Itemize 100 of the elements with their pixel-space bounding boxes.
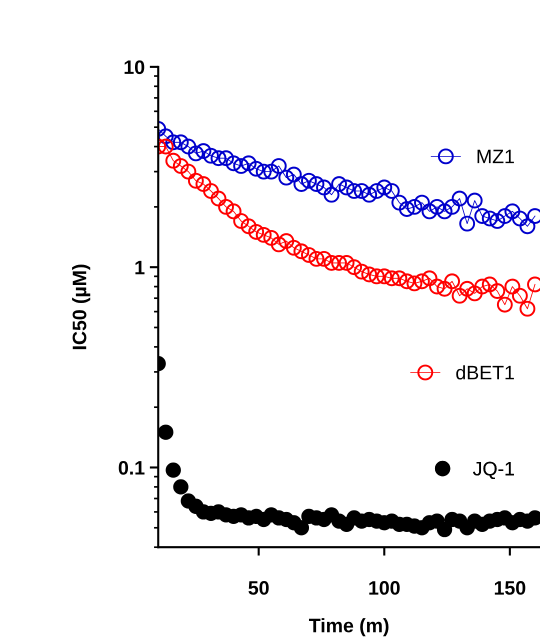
point: [338, 255, 355, 271]
point: [459, 216, 476, 232]
point: [324, 255, 340, 271]
point: [248, 160, 264, 177]
point: [331, 255, 347, 271]
point: [496, 296, 513, 313]
point: [286, 166, 302, 182]
y-tick-label: 1: [135, 260, 144, 274]
point: [512, 210, 528, 226]
point: [180, 138, 196, 154]
point: [406, 198, 422, 215]
point: [324, 186, 340, 203]
point: [384, 183, 400, 199]
point: [308, 176, 324, 192]
point: [354, 264, 370, 280]
point: [504, 278, 520, 295]
point: [398, 201, 415, 217]
point: [294, 520, 310, 536]
y-tick-label: 0.1: [118, 460, 144, 475]
point: [422, 270, 438, 286]
point: [520, 300, 536, 317]
point: [166, 462, 181, 478]
point: [240, 218, 257, 234]
point: [218, 198, 234, 215]
legend-label: MZ1: [478, 150, 514, 164]
point: [278, 170, 294, 186]
point: [406, 275, 422, 292]
legend-label: JQ-1: [473, 462, 514, 480]
point: [384, 270, 400, 286]
point: [489, 283, 506, 299]
point: [226, 203, 242, 220]
point: [414, 273, 430, 290]
point: [429, 198, 445, 215]
point: [180, 164, 196, 180]
point: [203, 148, 219, 164]
point: [346, 183, 362, 199]
point: [263, 164, 280, 180]
point: [158, 424, 174, 440]
point: [316, 250, 332, 267]
point: [391, 194, 408, 211]
point: [466, 285, 483, 302]
point: [452, 288, 468, 304]
point: [210, 190, 226, 207]
point: [293, 176, 310, 192]
point: [436, 522, 452, 538]
point: [158, 138, 174, 154]
point: [444, 198, 460, 215]
point: [512, 288, 528, 304]
x-tick-label: 150: [494, 581, 526, 595]
point: [436, 203, 452, 220]
point: [278, 233, 294, 249]
point: [308, 250, 324, 267]
point: [368, 183, 385, 199]
point: [240, 155, 257, 172]
point: [368, 268, 385, 284]
point: [256, 226, 272, 243]
point: [354, 183, 370, 199]
point: [398, 273, 415, 290]
y-tick-label: 10: [124, 60, 144, 74]
point: [172, 134, 189, 150]
point: [301, 247, 317, 263]
point: [474, 278, 490, 295]
point: [482, 210, 498, 226]
point: [188, 172, 204, 189]
point: [248, 224, 264, 240]
point: [474, 208, 490, 224]
point: [301, 172, 317, 189]
point: [482, 276, 498, 292]
point: [414, 194, 430, 211]
point: [256, 164, 272, 180]
point: [158, 128, 174, 144]
point: [504, 203, 520, 220]
point: [173, 479, 188, 495]
point: [203, 183, 219, 199]
point: [444, 273, 460, 290]
point: [520, 218, 536, 234]
point: [452, 190, 468, 207]
point: [226, 155, 242, 172]
point: [210, 150, 226, 166]
point: [496, 208, 513, 224]
x-tick-label: 50: [248, 581, 269, 595]
point: [331, 176, 347, 192]
point: [196, 176, 212, 192]
legend-label: dBET1: [456, 365, 514, 380]
x-axis-title: Time (m): [308, 618, 388, 636]
point: [196, 143, 212, 159]
point: [172, 158, 189, 174]
point: [233, 158, 250, 174]
point: [466, 192, 483, 209]
point: [429, 278, 445, 295]
point: [489, 213, 506, 229]
point: [286, 240, 302, 256]
point: [270, 158, 287, 174]
point: [338, 180, 355, 196]
point: [361, 266, 378, 282]
point: [293, 243, 310, 260]
point: [361, 186, 378, 203]
point: [233, 213, 250, 229]
point: [346, 259, 362, 276]
point: [218, 150, 234, 166]
